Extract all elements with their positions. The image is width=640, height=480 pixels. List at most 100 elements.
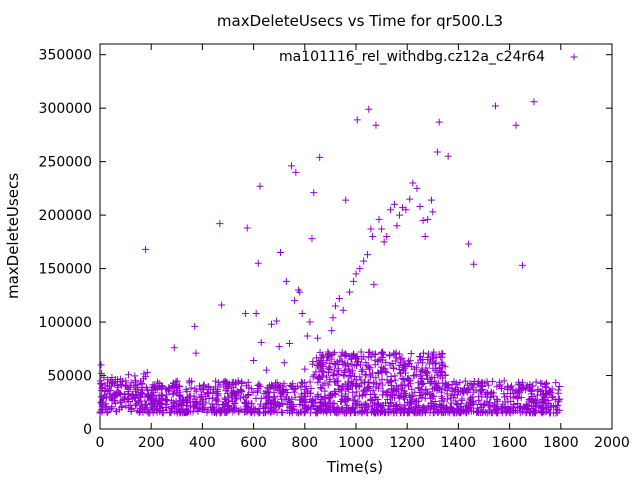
data-point [209,394,217,402]
data-point [331,408,339,416]
data-point [344,378,352,386]
data-point [234,377,242,385]
chart-title: maxDeleteUsecs vs Time for qr500.L3 [217,12,503,30]
data-point [140,375,148,383]
data-point [503,408,511,416]
data-point [341,366,349,374]
x-tick-label: 200 [138,435,165,451]
data-point [324,348,332,356]
data-points [96,98,564,417]
data-point [214,379,222,387]
data-point [332,390,340,398]
data-point [254,259,262,267]
data-point [494,403,502,411]
data-point [447,392,455,400]
data-point [400,357,408,365]
data-point [419,379,427,387]
data-point [290,386,298,394]
data-point [493,383,501,391]
data-point [302,398,310,406]
data-point [438,385,446,393]
data-point [155,383,163,391]
x-tick-label: 0 [96,435,105,451]
data-point [257,338,265,346]
data-point [500,393,508,401]
data-point [143,368,151,376]
data-point [271,383,279,391]
data-point [324,405,332,413]
data-point [312,368,320,376]
data-point [271,398,279,406]
data-point [539,392,547,400]
data-point [367,395,375,403]
data-point [392,354,400,362]
data-point [507,405,515,413]
data-point [252,394,260,402]
data-point [343,382,351,390]
data-point [422,387,430,395]
data-point [288,409,296,417]
data-point [113,375,121,383]
data-point [543,384,551,392]
data-point [286,381,294,389]
data-point [298,310,306,317]
data-point [353,362,361,370]
data-point [333,371,341,379]
data-point [153,408,161,416]
data-point [312,408,320,416]
data-point [458,395,466,403]
data-point [333,377,341,385]
data-point [332,360,340,368]
data-point [332,409,340,417]
data-point [276,382,284,390]
data-point [369,233,377,240]
data-point [364,251,372,259]
data-point [127,379,135,387]
data-point [419,390,427,398]
data-point [124,371,132,379]
data-point [222,387,230,395]
data-point [276,402,284,410]
x-tick-label: 800 [291,435,318,451]
data-point [501,403,509,411]
data-point [555,382,563,390]
data-point [358,391,366,399]
data-point [496,382,504,390]
data-point [486,403,494,411]
data-point [316,348,324,356]
data-point [163,391,171,399]
data-point [149,384,157,392]
data-point [242,408,250,416]
data-point [282,277,290,285]
data-point [129,390,137,398]
data-point [384,395,392,403]
data-point [395,365,403,373]
data-point [313,361,321,369]
data-point [518,384,526,392]
data-point [216,220,224,228]
data-point [437,402,445,410]
data-point [190,392,198,400]
data-point [338,348,346,356]
data-point [281,395,289,403]
data-point [343,395,351,403]
data-point [332,302,340,310]
x-tick-label: 1200 [389,435,425,451]
y-tick-label: 200000 [39,208,92,224]
data-point [106,387,114,394]
data-point [369,386,377,394]
data-point [138,401,146,409]
data-point [297,396,305,404]
data-point [255,408,263,416]
data-point [487,393,495,401]
data-point [356,373,364,381]
data-point [242,382,250,390]
data-point [369,407,377,415]
data-point [456,378,464,386]
data-point [348,369,356,377]
data-point [388,359,396,367]
data-point [422,364,430,372]
x-axis-title: Time(s) [326,458,383,476]
data-point [247,409,255,417]
data-point [265,396,273,404]
